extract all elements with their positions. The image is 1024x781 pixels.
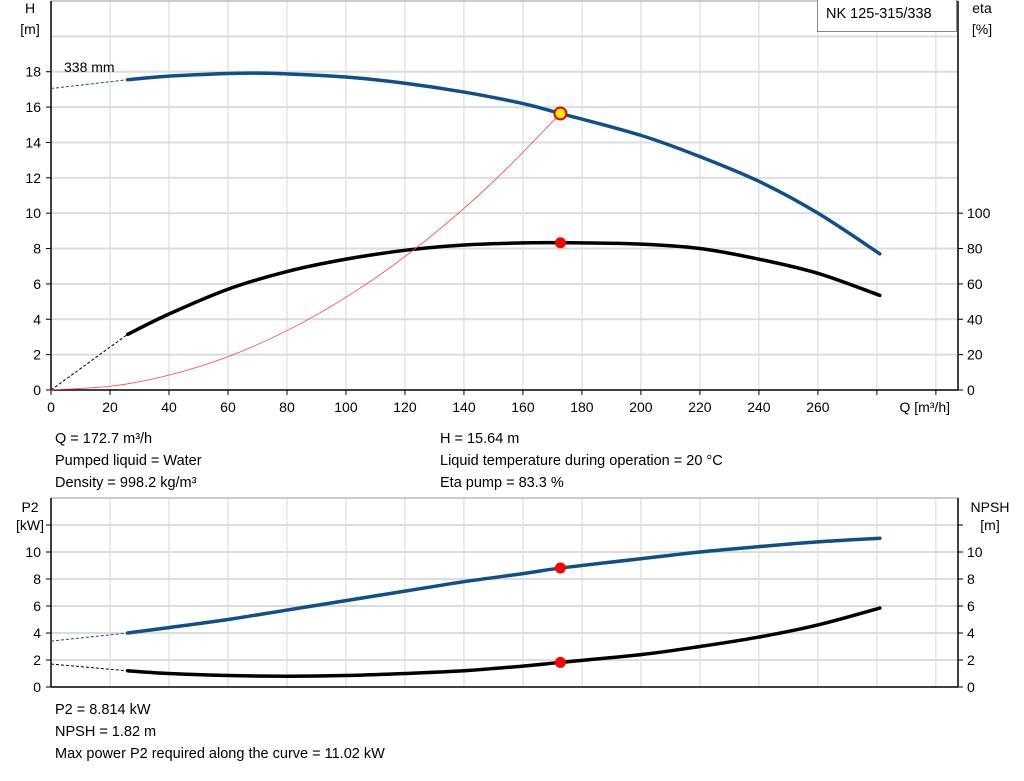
operating-point — [553, 106, 568, 121]
y-tick-label: 4 — [33, 625, 41, 641]
series-h-curve — [125, 71, 882, 256]
x-tick-label: 200 — [629, 399, 653, 415]
x-axis-label: Q [m³/h] — [899, 399, 950, 415]
y-tick-label: 0 — [33, 679, 41, 695]
y-tick-label: 12 — [25, 170, 41, 186]
operating-point — [554, 656, 566, 668]
y-tick-label: 16 — [25, 99, 41, 115]
y-tick-label: 4 — [33, 311, 41, 327]
x-tick-label: 260 — [806, 399, 830, 415]
y2-tick-label: 4 — [967, 625, 975, 641]
x-tick-label: 180 — [570, 399, 594, 415]
info-max-power: Max power P2 required along the curve = … — [55, 746, 385, 762]
y-tick-label: 2 — [33, 347, 41, 363]
info-density: Density = 998.2 kg/m³ — [55, 475, 197, 491]
y2-tick-label: 60 — [967, 276, 983, 292]
y2-tick-label: 2 — [967, 652, 975, 668]
x-tick-label: 220 — [688, 399, 712, 415]
y-tick-label: 2 — [33, 652, 41, 668]
operating-point — [554, 237, 566, 249]
y-axis-label: [m] — [20, 21, 39, 37]
plot-frame — [50, 0, 959, 391]
y2-axis-label: [m] — [980, 517, 999, 533]
impeller-diameter-label: 338 mm — [64, 59, 115, 75]
series-p2-extrapolated — [50, 632, 128, 642]
y2-tick-label: 8 — [967, 571, 975, 587]
y2-tick-label: 6 — [967, 598, 975, 614]
y-axis-label: H — [25, 0, 35, 16]
plot-frame — [50, 497, 959, 688]
legend-pump-model: NK 125-315/338 — [817, 0, 957, 32]
operating-point — [554, 562, 566, 574]
y-axis-label: P2 — [21, 499, 38, 515]
x-tick-label: 40 — [161, 399, 177, 415]
y-tick-label: 10 — [25, 205, 41, 221]
y-tick-label: 8 — [33, 571, 41, 587]
series-eta-extrapolated — [50, 333, 128, 391]
series-npsh-curve — [125, 606, 882, 678]
x-tick-label: 60 — [220, 399, 236, 415]
x-tick-label: 20 — [102, 399, 118, 415]
series-h-extrapolated — [50, 79, 128, 90]
y2-tick-label: 0 — [967, 679, 975, 695]
info-flow: Q = 172.7 m³/h — [55, 431, 153, 447]
y-tick-label: 14 — [25, 134, 41, 150]
info-head: H = 15.64 m — [440, 431, 520, 447]
x-tick-label: 240 — [747, 399, 771, 415]
series-p2-curve — [125, 536, 882, 635]
y-tick-label: 0 — [33, 382, 41, 398]
y-tick-label: 6 — [33, 598, 41, 614]
y2-axis-label: [%] — [972, 21, 992, 37]
x-tick-label: 100 — [334, 399, 358, 415]
series-system-curve — [50, 113, 561, 391]
y2-axis-label: NPSH — [971, 499, 1010, 515]
info-liquid: Pumped liquid = Water — [55, 453, 202, 469]
y2-tick-label: 80 — [967, 241, 983, 257]
y-tick-label: 18 — [25, 64, 41, 80]
x-tick-label: 120 — [393, 399, 417, 415]
y2-tick-label: 10 — [967, 544, 983, 560]
series-npsh-extrapolated — [50, 663, 128, 672]
y-tick-label: 8 — [33, 241, 41, 257]
y2-tick-label: 20 — [967, 347, 983, 363]
y-tick-label: 10 — [25, 544, 41, 560]
y2-tick-label: 100 — [967, 205, 991, 221]
y-tick-label: 6 — [33, 276, 41, 292]
info-eta: Eta pump = 83.3 % — [440, 475, 564, 491]
y2-axis-label: eta — [972, 0, 992, 16]
x-tick-label: 160 — [511, 399, 535, 415]
x-tick-label: 140 — [452, 399, 476, 415]
x-tick-label: 80 — [279, 399, 295, 415]
info-p2: P2 = 8.814 kW — [55, 702, 151, 718]
y-axis-label: [kW] — [16, 517, 44, 533]
y2-tick-label: 40 — [967, 311, 983, 327]
info-npsh: NPSH = 1.82 m — [55, 724, 157, 740]
y2-tick-label: 0 — [967, 382, 975, 398]
x-tick-label: 0 — [47, 399, 55, 415]
info-temperature: Liquid temperature during operation = 20… — [440, 453, 723, 469]
series-eta-curve — [125, 240, 882, 337]
